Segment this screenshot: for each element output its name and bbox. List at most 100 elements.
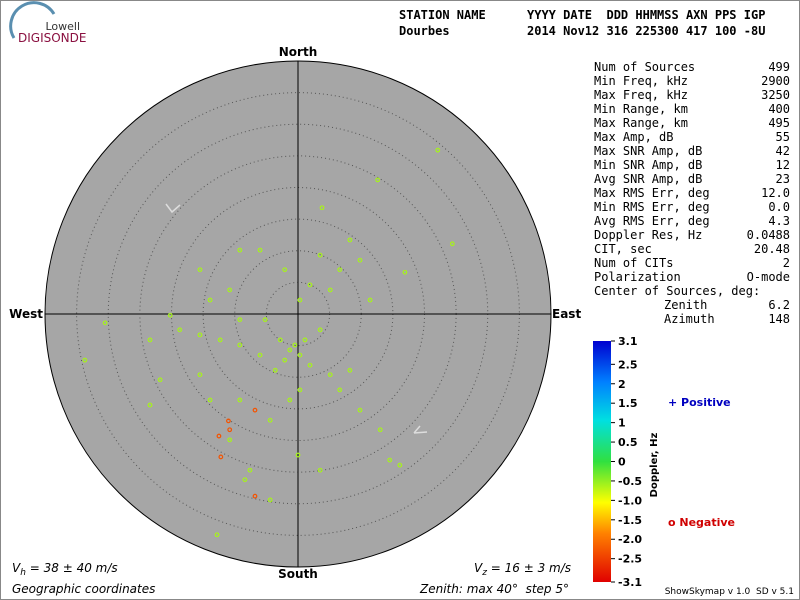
source-point (267, 497, 273, 503)
logo-top: Lowell (45, 20, 80, 33)
header: YYYY DATE DDD HHMMSS AXN PPS IGP (527, 8, 765, 22)
source-point (282, 357, 288, 363)
stat-label: Doppler Res, Hz (594, 228, 702, 242)
source-point (147, 337, 153, 343)
source-point (227, 287, 233, 293)
colorbar-tick-label: 3.1 (618, 335, 638, 348)
dir-label: North (279, 45, 317, 59)
source-point (82, 357, 88, 363)
source-point (237, 317, 243, 323)
source-point (307, 282, 313, 288)
source-point (319, 205, 325, 211)
arrow (165, 203, 181, 214)
colorbar-label: Doppler, Hz (649, 433, 660, 498)
stat-label: Max RMS Err, deg (594, 186, 710, 200)
source-point (227, 437, 233, 443)
stat-label: Max Amp, dB (594, 130, 673, 144)
source-point (226, 418, 231, 424)
legend-negative: o Negative (668, 516, 735, 529)
source-point (317, 467, 323, 473)
stat-value: 3250 (761, 88, 790, 102)
colorbar-tick-label: -2.5 (618, 553, 642, 566)
stat-value: 2900 (761, 74, 790, 88)
logo-bottom: DIGISONDE (18, 31, 86, 45)
source-point (287, 347, 293, 353)
stat-value: 12 (776, 158, 790, 172)
source-point (297, 387, 303, 393)
stat-value: 400 (768, 102, 790, 116)
source-point (217, 337, 223, 343)
source-point (242, 477, 248, 483)
vh: Vh = 38 ± 40 m/s (12, 561, 118, 578)
stat-value: 20.48 (754, 242, 790, 256)
source-point (297, 352, 303, 358)
source-point (295, 452, 301, 458)
source-point (237, 342, 243, 348)
stat-value: 42 (776, 144, 790, 158)
stat-label: Avg SNR Amp, dB (594, 172, 702, 186)
vz: Vz = 16 ± 3 m/s (474, 561, 571, 578)
stat-value: 55 (776, 130, 790, 144)
source-point (449, 241, 455, 247)
stat-label: Max SNR Amp, dB (594, 144, 702, 158)
legend-positive: + Positive (668, 396, 731, 409)
source-point (397, 462, 403, 468)
source-point (167, 312, 173, 318)
stat-label: Max Range, km (594, 116, 688, 130)
source-point (277, 337, 283, 343)
stat-label: Min RMS Err, deg (594, 200, 710, 214)
stat-label: Num of CITs (594, 256, 673, 270)
source-point (357, 407, 363, 413)
stat-value: 495 (768, 116, 790, 130)
stat-value: 499 (768, 60, 790, 74)
dir-label: East (552, 307, 581, 321)
source-point (327, 372, 333, 378)
source-point (402, 269, 408, 275)
colorbar-tick-label: 1 (618, 417, 626, 430)
source-point (287, 397, 293, 403)
stat-value: 4.3 (768, 214, 790, 228)
colorbar-tick-label: -1.0 (618, 494, 642, 507)
stat-label: Polarization (594, 270, 681, 284)
source-point (377, 427, 383, 433)
source-point (292, 342, 298, 348)
arrow (413, 425, 428, 434)
source-point (297, 297, 303, 303)
source-point (237, 247, 243, 253)
stat-label: Max Freq, kHz (594, 88, 688, 102)
header: STATION NAME (399, 8, 486, 22)
coords: Geographic coordinates (12, 582, 155, 596)
source-point (207, 397, 213, 403)
stat-label: Min Range, km (594, 102, 688, 116)
source-point (272, 367, 278, 373)
source-point (252, 493, 258, 499)
source-point (216, 433, 222, 439)
stat-value: 12.0 (761, 186, 790, 200)
source-point (197, 267, 203, 273)
stat-value: 0.0 (768, 200, 790, 214)
source-point (267, 417, 273, 423)
stat-label: Avg RMS Err, deg (594, 214, 710, 228)
source-point (257, 247, 263, 253)
stat-value: 23 (776, 172, 790, 186)
source-point (257, 352, 263, 358)
source-point (387, 457, 393, 463)
colorbar (593, 341, 611, 582)
stat-label: Min Freq, kHz (594, 74, 688, 88)
source-point (207, 297, 213, 303)
center-label: Azimuth (664, 312, 715, 326)
source-point (252, 407, 258, 413)
stat-label: Num of Sources (594, 60, 695, 74)
source-point (337, 267, 343, 273)
colorbar-tick-label: 2 (618, 378, 626, 391)
stat-value: 2 (783, 256, 790, 270)
colorbar-tick-label: 1.5 (618, 397, 638, 410)
source-point (327, 287, 333, 293)
stat-label: Center of Sources, deg: (594, 284, 760, 298)
source-point (147, 402, 153, 408)
source-point (102, 320, 108, 326)
source-point (227, 427, 233, 433)
source-point (307, 362, 313, 368)
dir-label: West (9, 307, 43, 321)
